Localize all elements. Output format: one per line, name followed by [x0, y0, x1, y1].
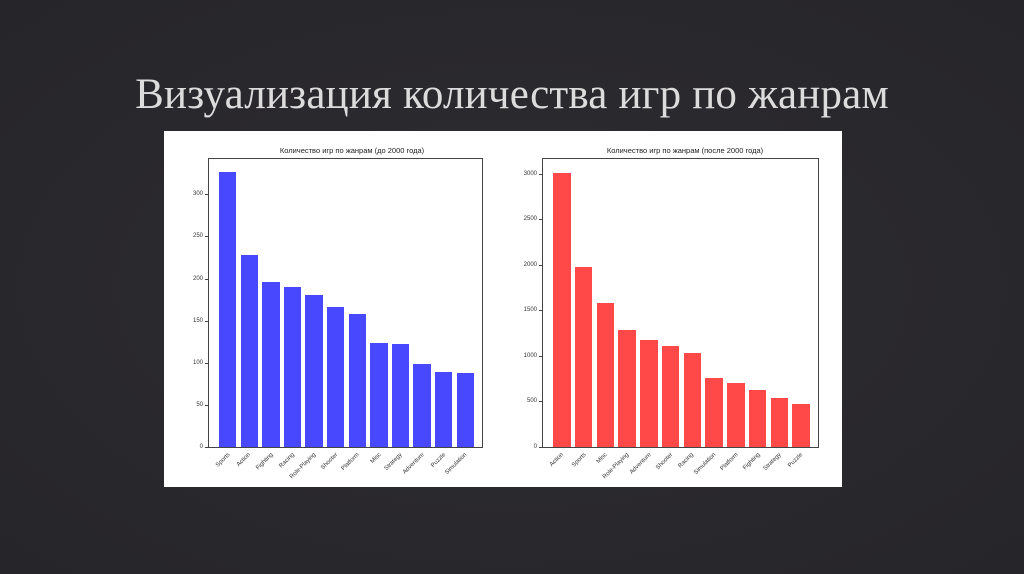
x-tick-label: Action [236, 452, 253, 469]
y-tick-mark [539, 173, 542, 175]
y-tick-mark [205, 194, 208, 196]
y-tick-label: 50 [196, 401, 203, 408]
bar-puzzle [434, 372, 453, 447]
y-tick-label: 1000 [523, 352, 537, 359]
y-tick-label: 2000 [523, 261, 537, 268]
bar-misc [596, 302, 615, 447]
figure-panel: Количество игр по жанрам (до 2000 года) … [164, 131, 842, 487]
plot-area [542, 158, 819, 448]
x-tick-label: Adventure [402, 452, 426, 476]
bar-racing [283, 287, 302, 447]
x-tick-label: Sports [214, 452, 232, 469]
bar-fighting [748, 390, 767, 447]
x-tick-label: Puzzle [429, 452, 447, 469]
bar-shooter [661, 346, 680, 447]
x-tick-label: Shooter [319, 452, 339, 472]
y-tick-label: 100 [192, 359, 203, 366]
bar-fighting [262, 281, 280, 447]
y-tick-mark [539, 447, 542, 448]
x-tick-label: Simulation [444, 452, 469, 477]
x-tick-label: Strategy [384, 452, 405, 473]
chart-before-2000: Количество игр по жанрам (до 2000 года) … [164, 131, 503, 487]
x-tick-label: Puzzle [787, 452, 805, 469]
y-tick-label: 200 [192, 275, 203, 282]
bar-sports [219, 172, 237, 447]
x-tick-label: Misc [595, 452, 609, 465]
y-tick-label: 3000 [523, 170, 537, 177]
bar-adventure [413, 364, 431, 447]
x-tick-label: Shooter [654, 452, 674, 472]
y-tick-mark [539, 219, 542, 221]
y-tick-mark [205, 278, 208, 280]
y-tick-mark [205, 362, 208, 364]
y-tick-mark [539, 264, 542, 266]
x-tick-label: Racing [278, 452, 296, 470]
x-tick-label: Fighting [741, 452, 762, 472]
plot-area [208, 158, 483, 448]
bar-sports [574, 267, 593, 447]
x-tick-label: Adventure [628, 452, 653, 476]
x-tick-label: Racing [677, 452, 696, 470]
y-tick-mark [205, 404, 208, 406]
bar-racing [683, 353, 702, 447]
y-tick-mark [205, 320, 208, 322]
bar-role-playing [305, 295, 323, 447]
bar-simulation [705, 378, 723, 447]
y-tick-label: 1500 [523, 307, 537, 314]
x-tick-label: Sports [570, 452, 588, 469]
chart-after-2000: Количество игр по жанрам (после 2000 год… [503, 131, 842, 487]
x-tick-label: Fighting [255, 452, 275, 472]
bar-action [553, 172, 571, 447]
y-tick-label: 0 [199, 444, 203, 450]
bar-platform [348, 313, 366, 447]
x-tick-label: Misc [369, 452, 383, 465]
y-tick-label: 150 [192, 317, 203, 324]
y-tick-label: 500 [526, 398, 537, 405]
y-tick-mark [539, 355, 542, 357]
y-tick-mark [539, 310, 542, 312]
x-tick-label: Platform [719, 452, 740, 473]
bar-adventure [640, 340, 658, 447]
bar-role-playing [618, 330, 636, 447]
bar-strategy [770, 398, 789, 447]
y-tick-mark [205, 236, 208, 238]
y-tick-label: 0 [533, 444, 537, 450]
x-tick-label: Platform [340, 452, 361, 473]
bar-action [240, 255, 258, 447]
chart-title: Количество игр по жанрам (после 2000 год… [606, 146, 764, 155]
x-tick-label: Action [548, 452, 565, 469]
bar-puzzle [792, 404, 810, 447]
bar-platform [727, 383, 745, 447]
bar-misc [370, 343, 388, 447]
x-tick-label: Simulation [693, 452, 718, 477]
y-tick-label: 2500 [523, 216, 537, 223]
bar-shooter [327, 307, 345, 447]
y-tick-label: 300 [192, 191, 203, 198]
x-tick-label: Strategy [762, 452, 783, 473]
chart-title: Количество игр по жанрам (до 2000 года) [279, 146, 425, 155]
y-tick-mark [205, 447, 208, 448]
bar-simulation [456, 372, 474, 447]
slide-title: Визуализация количества игр по жанрам [135, 71, 889, 118]
bar-strategy [391, 344, 410, 447]
y-tick-mark [539, 401, 542, 403]
y-tick-label: 250 [192, 233, 203, 240]
